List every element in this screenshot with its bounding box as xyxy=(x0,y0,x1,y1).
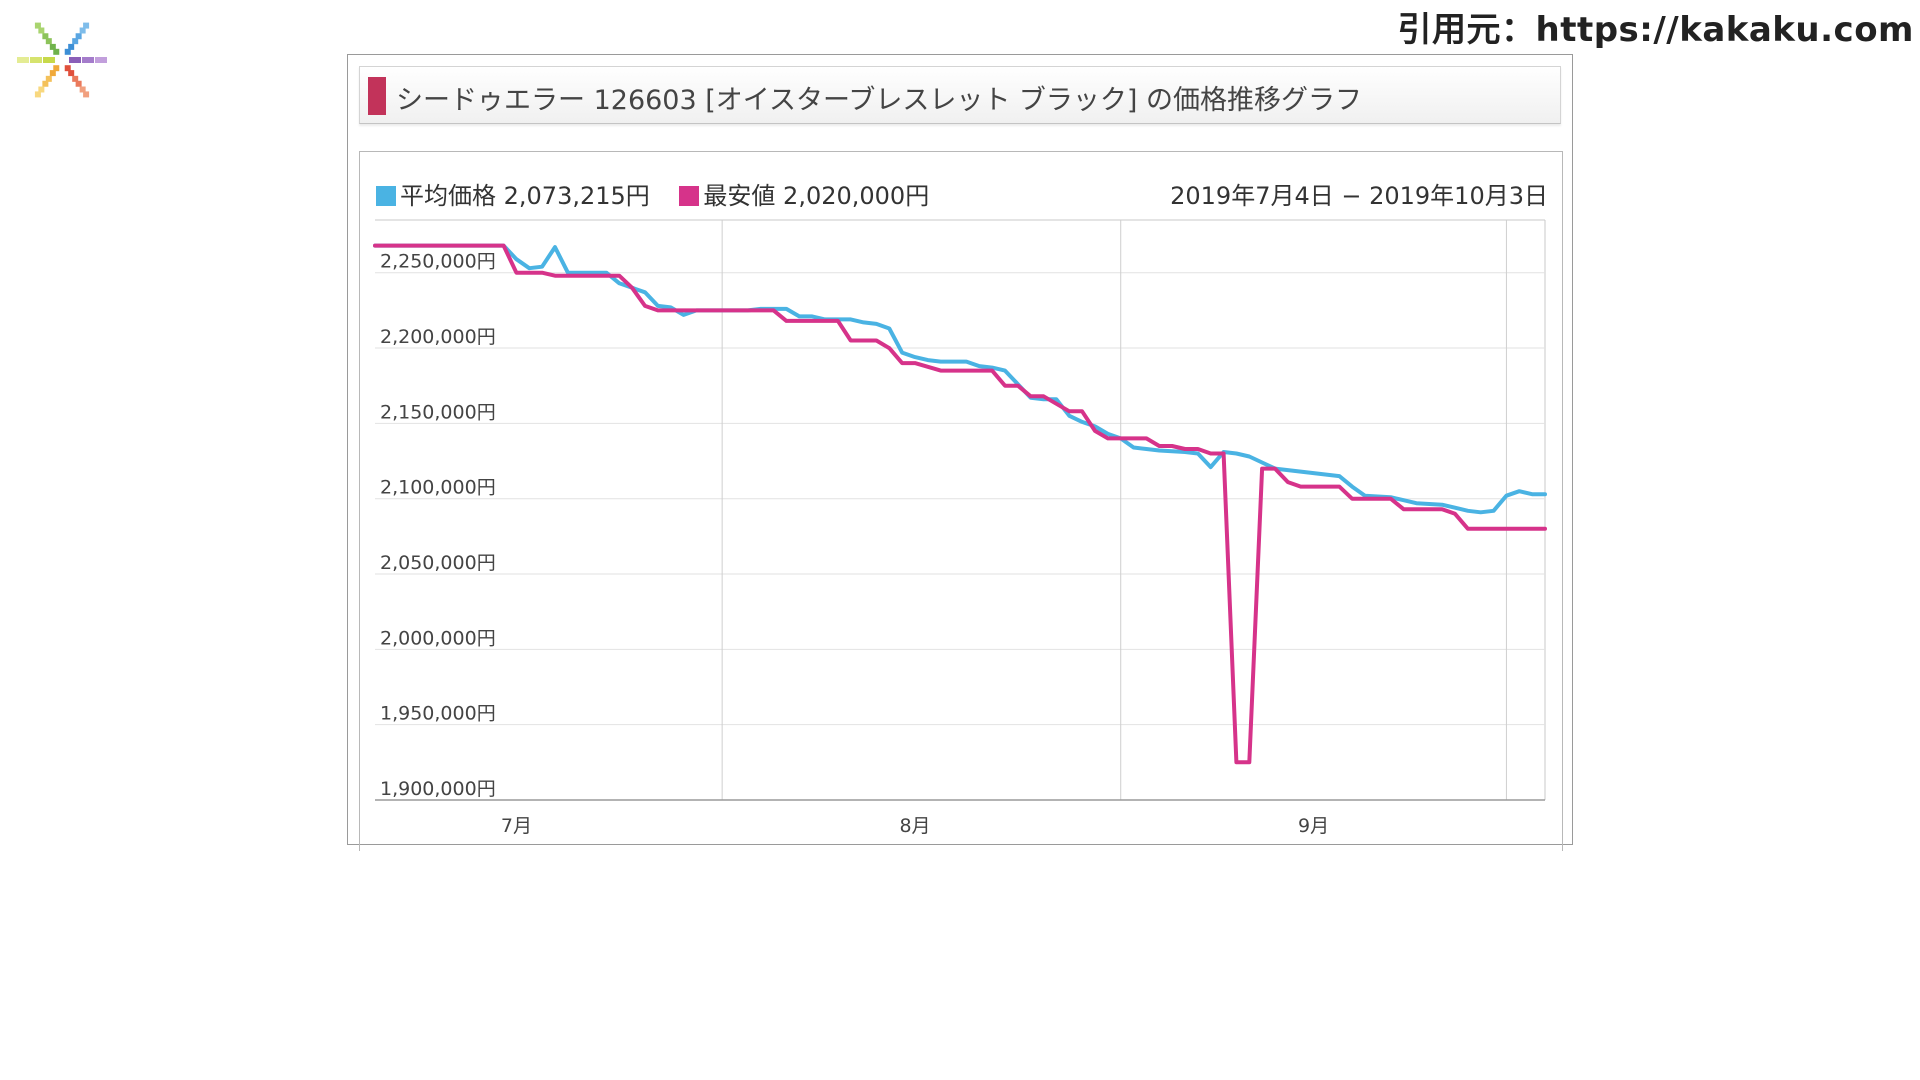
logo-dot xyxy=(53,65,60,72)
logo-dot xyxy=(69,57,75,63)
legend-item-average: 平均価格 2,073,215円 xyxy=(376,176,650,211)
y-tick-label: 2,000,000円 xyxy=(380,627,496,649)
logo-dot xyxy=(30,57,36,63)
sparkle-logo-icon xyxy=(17,22,107,98)
x-tick-label: 7月 xyxy=(501,815,532,837)
y-tick-label: 1,900,000円 xyxy=(380,778,496,800)
average-price-line xyxy=(373,243,1547,515)
logo-dot xyxy=(49,43,56,50)
logo-dot xyxy=(64,65,71,72)
y-tick-label: 2,100,000円 xyxy=(380,477,496,499)
logo-dot xyxy=(82,57,88,63)
logo-dot xyxy=(36,57,42,63)
legend-item-lowest: 最安値 2,020,000円 xyxy=(679,176,929,211)
y-tick-label: 2,250,000円 xyxy=(380,251,496,273)
y-tick-label: 2,050,000円 xyxy=(380,552,496,574)
logo-dot xyxy=(42,33,49,40)
graph-title: シードゥエラー 126603 [オイスターブレスレット ブラック] の価格推移グ… xyxy=(396,85,1363,116)
x-tick-label: 8月 xyxy=(899,815,930,837)
chart-area: 平均価格 2,073,215円 最安値 2,020,000円 2019年7月4日… xyxy=(359,151,1563,851)
logo-dot xyxy=(34,22,41,29)
logo-dot xyxy=(34,91,41,98)
x-tick-label: 9月 xyxy=(1298,815,1329,837)
logo-dot xyxy=(64,48,71,55)
date-range: 2019年7月4日 − 2019年10月3日 xyxy=(1170,182,1548,210)
logo-dot xyxy=(68,43,75,50)
logo-dot xyxy=(43,57,49,63)
logo-dot xyxy=(45,75,52,82)
logo-dot xyxy=(83,22,90,29)
logo-dot xyxy=(42,80,49,87)
logo-dot xyxy=(79,86,86,93)
graph-title-bar: シードゥエラー 126603 [オイスターブレスレット ブラック] の価格推移グ… xyxy=(359,66,1561,124)
price-line-chart: 1,900,000円 1,950,000円 2,000,000円 2,050,000円… xyxy=(373,219,1547,837)
y-tick-label: 2,200,000円 xyxy=(380,326,496,348)
logo-dot xyxy=(101,57,107,63)
logo-dot xyxy=(75,80,82,87)
y-tick-label: 2,150,000円 xyxy=(380,401,496,423)
source-citation: 引用元：https://kakaku.com xyxy=(1397,10,1914,50)
logo-dot xyxy=(95,57,101,63)
logo-dot xyxy=(72,38,79,45)
chart-legend: 平均価格 2,073,215円 最安値 2,020,000円 xyxy=(376,176,951,211)
logo-dot xyxy=(88,57,94,63)
logo-dot xyxy=(75,33,82,40)
logo-dot xyxy=(72,75,79,82)
logo-dot xyxy=(75,57,81,63)
logo-dot xyxy=(38,27,45,34)
logo-dot xyxy=(38,86,45,93)
legend-average-label: 平均価格 2,073,215円 xyxy=(400,182,650,210)
logo-dot xyxy=(23,57,29,63)
logo-dot xyxy=(49,57,55,63)
y-tick-label: 1,950,000円 xyxy=(380,703,496,725)
legend-lowest-label: 最安値 2,020,000円 xyxy=(703,182,930,210)
lowest-price-line xyxy=(373,243,1547,765)
logo-dot xyxy=(45,38,52,45)
logo-dot xyxy=(17,57,23,63)
title-accent-mark xyxy=(368,77,386,115)
price-graph-panel: シードゥエラー 126603 [オイスターブレスレット ブラック] の価格推移グ… xyxy=(347,54,1573,851)
logo-dot xyxy=(68,70,75,77)
logo-dot xyxy=(53,48,60,55)
lowest-swatch xyxy=(679,186,700,206)
average-swatch xyxy=(376,186,396,206)
logo-dot xyxy=(79,27,86,34)
logo-dot xyxy=(83,91,90,98)
logo-dot xyxy=(49,70,56,77)
